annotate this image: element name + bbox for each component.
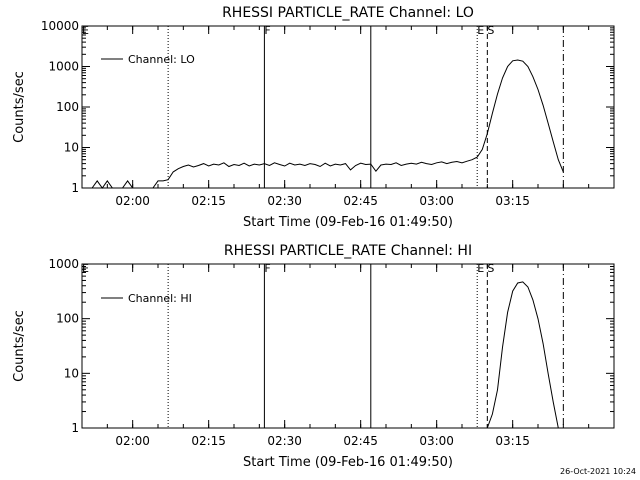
legend-label-lo: Channel: LO — [128, 53, 195, 66]
event-marker-label: E — [477, 262, 484, 275]
x-tick-label: 02:15 — [191, 434, 226, 448]
y-tick-label: 10000 — [41, 19, 79, 33]
x-tick-label: 02:30 — [267, 434, 302, 448]
x-tick-label: 02:45 — [343, 434, 378, 448]
event-marker-label: F — [264, 262, 270, 275]
y-tick-label: 100 — [56, 100, 79, 114]
event-marker-label: E — [477, 24, 484, 37]
plot-frame-hi — [81, 263, 615, 429]
y-tick-label: 1 — [71, 421, 79, 435]
y-tick-label: 1 — [71, 181, 79, 195]
x-axis-label-lo: Start Time (09-Feb-16 01:49:50) — [243, 215, 453, 230]
legend-label-hi: Channel: HI — [128, 292, 192, 305]
x-tick-label: 03:00 — [419, 434, 454, 448]
axis-ticks-hi: 1 10 100 1000 02:00 02:15 02:30 02:45 03:00 03:15 — [48, 257, 614, 448]
x-tick-label: 02:00 — [115, 194, 150, 208]
y-axis-label-lo: Counts/sec — [12, 71, 27, 143]
x-tick-label: 03:00 — [419, 194, 454, 208]
event-marker-label: E — [82, 262, 89, 275]
event-marker-label: S — [487, 262, 494, 275]
y-tick-label: 10 — [64, 141, 79, 155]
event-marker-label: F — [264, 24, 270, 37]
x-tick-label: 02:00 — [115, 434, 150, 448]
event-marker-label: S — [487, 24, 494, 37]
x-axis-label-hi: Start Time (09-Feb-16 01:49:50) — [243, 455, 453, 470]
event-marker-label: E — [82, 24, 89, 37]
chart-title-lo: RHESSI PARTICLE_RATE Channel: LO — [222, 5, 474, 21]
panel-hi: RHESSI PARTICLE_RATE Channel: HI Counts/… — [12, 243, 615, 470]
plot-frame-lo — [81, 25, 615, 189]
y-tick-label: 1000 — [48, 257, 79, 271]
x-tick-label: 03:15 — [495, 194, 530, 208]
series-line-hi — [486, 281, 559, 429]
y-tick-label: 1000 — [48, 60, 79, 74]
chart-title-hi: RHESSI PARTICLE_RATE Channel: HI — [224, 243, 472, 259]
x-tick-label: 02:15 — [191, 194, 226, 208]
axis-ticks-lo: 1 10 100 1000 10000 02:00 02:15 02:30 02:45 03:00… — [41, 19, 614, 208]
y-axis-label-hi: Counts/sec — [12, 310, 27, 382]
x-tick-label: 03:15 — [495, 434, 530, 448]
timestamp: 26-Oct-2021 10:24 — [560, 467, 636, 476]
x-tick-label: 02:45 — [343, 194, 378, 208]
y-tick-label: 10 — [64, 366, 79, 380]
panel-lo: RHESSI PARTICLE_RATE Channel: LO Counts/… — [12, 5, 615, 230]
series-line-lo — [91, 59, 564, 189]
x-tick-label: 02:30 — [267, 194, 302, 208]
y-tick-label: 100 — [56, 312, 79, 326]
